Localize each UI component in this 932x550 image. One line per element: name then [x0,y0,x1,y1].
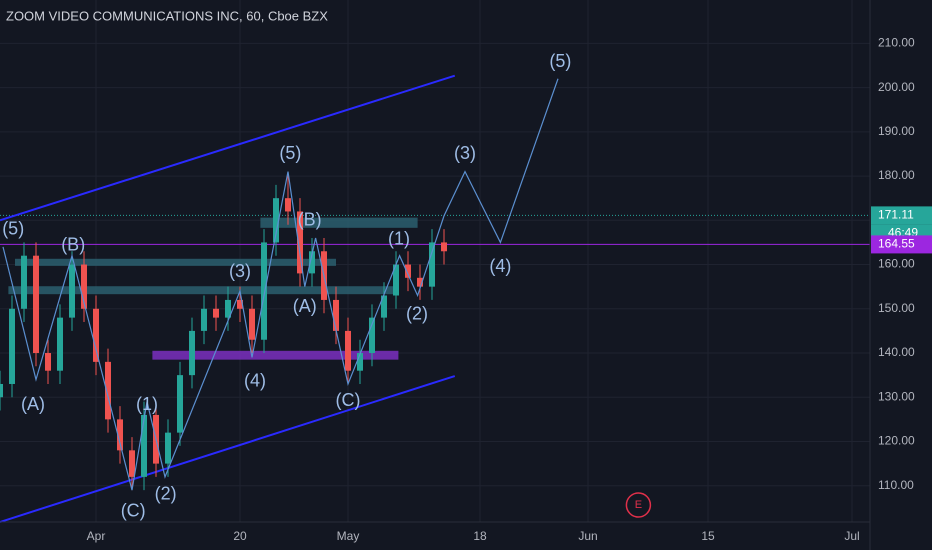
y-tick-label: 210.00 [878,36,915,50]
y-tick-label: 200.00 [878,80,915,94]
candle-body [33,255,39,354]
candle-body [105,361,111,420]
candle-body [177,375,183,433]
candle-body [117,419,123,451]
x-tick-label: Jul [844,529,859,543]
y-tick-label: 130.00 [878,389,915,403]
candle-body [345,330,351,371]
wave-label: (B) [298,209,322,229]
wave-label: (3) [229,261,251,281]
candle-body [261,242,267,340]
x-tick-label: Jun [578,529,597,543]
wave-label: (4) [489,256,511,276]
price-tag-label: 171.11 [878,208,914,222]
wave-line [2,78,559,491]
candle-body [405,264,411,278]
price-tag-label: 164.55 [878,237,915,251]
candle-body [69,264,75,318]
wave-label: (1) [388,229,410,249]
y-tick-label: 150.00 [878,301,915,315]
wave-label: (C) [121,501,146,521]
wave-label: (5) [279,143,301,163]
zone [152,350,399,360]
candle-body [9,308,15,384]
channel-line [0,74,456,222]
candle-body [309,251,315,274]
candle-body [237,299,243,309]
candle-body [81,264,87,309]
y-tick-label: 120.00 [878,434,915,448]
x-tick-label: Apr [87,529,106,543]
price-tag [871,235,932,254]
candle-body [0,383,3,398]
zone [15,258,336,266]
candle-body [369,317,375,354]
y-tick-label: 160.00 [878,257,915,271]
candle-body [57,317,63,371]
y-tick-label: 110.00 [878,478,914,492]
wave-label: (A) [21,394,45,414]
chart-title: ZOOM VIDEO COMMUNICATIONS INC, 60, Cboe … [6,8,328,23]
candle-body [273,198,279,243]
candle-body [201,308,207,331]
candle-body [381,295,387,318]
candle-body [141,414,147,477]
x-tick-label: May [337,529,360,543]
wave-label: (B) [61,235,85,255]
candle-body [393,264,399,296]
wave-label: (A) [293,296,317,316]
y-tick-label: 140.00 [878,345,915,359]
candle-body [357,353,363,371]
y-tick-label: 190.00 [878,124,915,138]
candle-body [429,242,435,287]
x-tick-label: 20 [233,529,247,543]
candle-body [213,308,219,318]
wave-label: (5) [2,218,24,238]
candle-body [441,242,447,252]
candle-body [45,353,51,371]
zone [260,217,418,228]
candle-body [333,299,339,331]
x-tick-label: 15 [701,529,715,543]
x-tick-label: 18 [473,529,487,543]
price-tag [871,206,932,225]
wave-label: (C) [336,390,361,410]
zone [8,286,399,295]
candle-body [189,330,195,376]
wave-label: (3) [454,143,476,163]
candle-body [21,255,27,309]
wave-label: (5) [549,51,571,71]
candle-body [285,198,291,212]
wave-label: (1) [136,394,158,414]
candle-body [297,211,303,274]
candle-body [129,450,135,477]
y-tick-label: 180.00 [878,168,915,182]
candle-body [249,308,255,340]
earnings-marker [625,492,652,518]
wave-label: (2) [155,483,177,503]
wave-label: (2) [406,303,428,323]
channel-line [0,375,456,523]
candle-body [417,277,423,287]
candle-body [165,432,171,464]
candle-body [225,299,231,318]
candle-body [93,308,99,362]
earnings-label: E [635,499,642,511]
wave-label: (4) [244,371,266,391]
